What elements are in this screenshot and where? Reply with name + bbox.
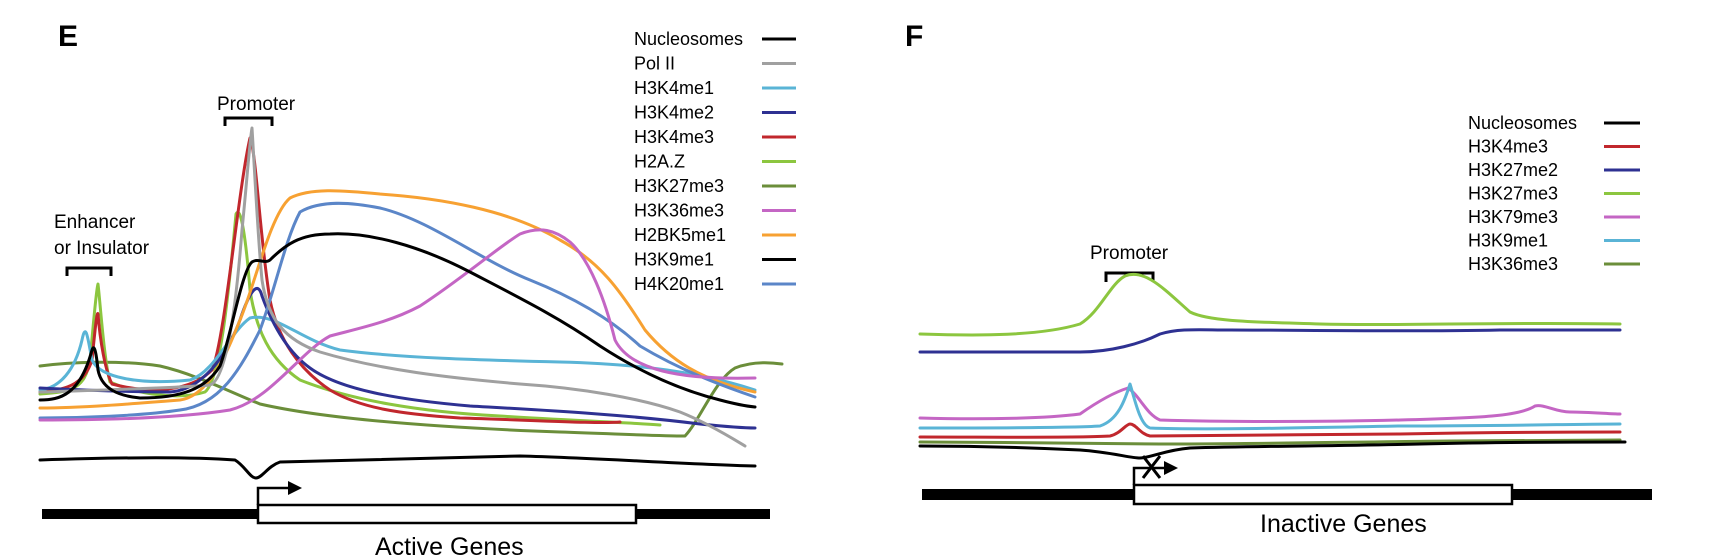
- legend-label-h4k20me1: H4K20me1: [634, 274, 724, 294]
- legend-label-nucleosomes: Nucleosomes: [634, 29, 743, 49]
- panel-e-promoter-bracket: [225, 118, 272, 126]
- panel-f-legend: Nucleosomes H3K4me3 H3K27me2 H3K27me3 H3K79m…: [1468, 113, 1640, 274]
- track-f-h3k79me3: [920, 388, 1620, 422]
- legend-label-h3k9me1: H3K9me1: [1468, 231, 1548, 251]
- panel-f-letter: F: [905, 20, 923, 53]
- panel-e-enhancer-label-line2: or Insulator: [54, 238, 150, 259]
- legend-label-h3k36me3: H3K36me3: [634, 201, 724, 221]
- panel-e-gene-label: Active Genes: [375, 533, 524, 560]
- panel-e-downstream-dna: [636, 509, 770, 519]
- panel-f-promoter-label: Promoter: [1090, 243, 1169, 264]
- panel-e: E Promoter Enhancer or Insulator: [40, 20, 796, 560]
- legend-label-h2bk5me1: H2BK5me1: [634, 225, 726, 245]
- legend-label-h2a-z: H2A.Z: [634, 152, 685, 172]
- legend-label-pol-ii: Pol II: [634, 54, 675, 74]
- panel-e-promoter-label: Promoter: [217, 94, 296, 115]
- legend-label-h3k4me1: H3K4me1: [634, 78, 714, 98]
- legend-label-nucleosomes: Nucleosomes: [1468, 113, 1577, 133]
- panel-e-tss-arrow-icon: [258, 481, 302, 505]
- legend-label-h3k4me2: H3K4me2: [634, 103, 714, 123]
- track-e-h2bk5me1: [40, 191, 755, 408]
- panel-e-gene-box: [258, 505, 636, 523]
- legend-label-h3k4me3: H3K4me3: [634, 127, 714, 147]
- track-e-h3k4me1: [40, 317, 755, 390]
- panel-f: F Promoter Inactive Genes Nucleosomes H3K…: [905, 20, 1652, 538]
- panel-e-enhancer-label-line1: Enhancer: [54, 212, 136, 233]
- panel-e-upstream-dna: [42, 509, 258, 519]
- legend-label-h3k27me2: H3K27me2: [1468, 160, 1558, 180]
- panel-f-tracks: [920, 274, 1625, 458]
- legend-label-h3k4me3: H3K4me3: [1468, 137, 1548, 157]
- panel-f-gene-box: [1134, 485, 1512, 504]
- panel-e-letter: E: [58, 20, 78, 53]
- legend-label-h3k9me1: H3K9me1: [634, 250, 714, 270]
- panel-f-blocked-tss-arrow-icon: [1134, 456, 1178, 485]
- legend-label-h3k27me3: H3K27me3: [634, 176, 724, 196]
- panel-f-gene-label: Inactive Genes: [1260, 510, 1427, 538]
- panel-e-enhancer-bracket: [67, 268, 111, 276]
- panel-f-downstream-dna: [1512, 489, 1652, 500]
- legend-label-h3k79me3: H3K79me3: [1468, 207, 1558, 227]
- panel-f-upstream-dna: [922, 489, 1134, 500]
- track-f-h3k27me3: [920, 274, 1620, 335]
- legend-label-h3k27me3: H3K27me3: [1468, 184, 1558, 204]
- legend-label-h3k36me3: H3K36me3: [1468, 254, 1558, 274]
- track-e-nucleosomes: [40, 456, 755, 478]
- panel-e-legend: Nucleosomes Pol II H3K4me1 H3K4me2 H3K4me3 H2…: [634, 29, 796, 294]
